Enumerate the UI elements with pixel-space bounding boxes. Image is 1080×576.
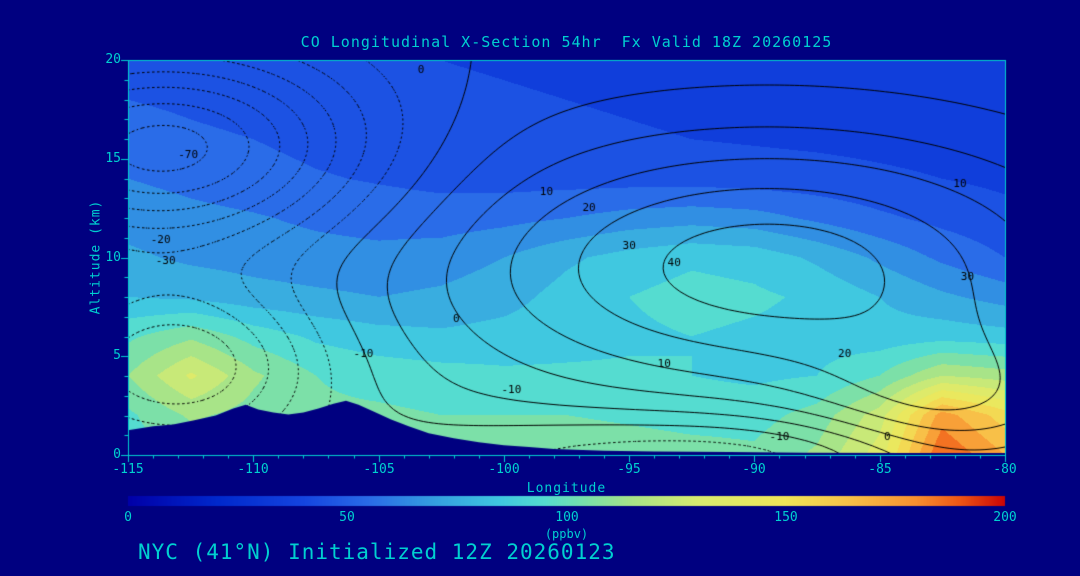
colorbar-tick-0: 0 <box>124 510 132 525</box>
chart-title: CO Longitudinal X-Section 54hr Fx Valid … <box>300 33 833 51</box>
y-tick-5: 5 <box>113 348 121 363</box>
x-tick-neg90: -90 <box>742 462 766 477</box>
y-tick-15: 15 <box>105 151 121 166</box>
y-tick-0: 0 <box>113 447 121 462</box>
colorbar-tick-50: 50 <box>339 510 355 525</box>
x-tick-neg115: -115 <box>112 462 144 477</box>
x-axis-label: Longitude <box>526 481 607 496</box>
run-init-label: NYC (41°N) Initialized 12Z 20260123 <box>138 540 616 564</box>
y-tick-20: 20 <box>105 52 121 67</box>
x-tick-neg100: -100 <box>488 462 520 477</box>
colorbar-units-label: (ppbv) <box>544 527 589 541</box>
y-tick-10: 10 <box>105 250 121 265</box>
x-tick-neg80: -80 <box>993 462 1017 477</box>
colorbar-tick-100: 100 <box>555 510 579 525</box>
x-tick-neg95: -95 <box>617 462 641 477</box>
colorbar-tick-200: 200 <box>993 510 1017 525</box>
x-tick-neg85: -85 <box>868 462 892 477</box>
colorbar-tick-150: 150 <box>774 510 798 525</box>
x-tick-neg105: -105 <box>363 462 395 477</box>
x-tick-neg110: -110 <box>237 462 269 477</box>
